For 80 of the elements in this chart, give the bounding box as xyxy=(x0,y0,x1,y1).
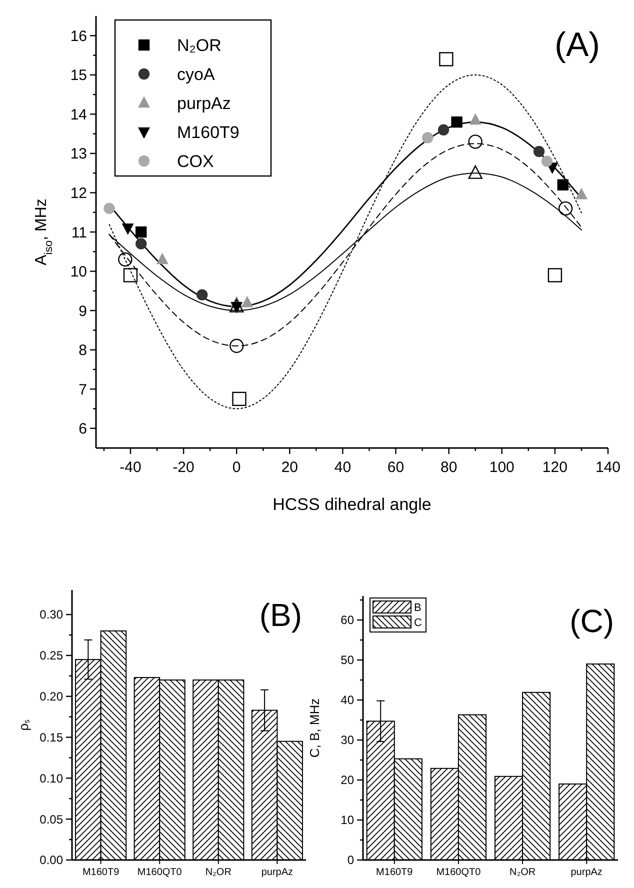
chart-title: (A) xyxy=(554,26,600,64)
x-tick-label: purpAz xyxy=(261,867,294,878)
x-tick-label: 80 xyxy=(440,459,458,476)
y-tick-label: 0.05 xyxy=(40,812,64,826)
y-tick-label: 0.30 xyxy=(40,608,64,622)
point xyxy=(422,132,434,144)
point xyxy=(122,223,134,234)
x-tick-label: N₂OR xyxy=(509,867,536,878)
point xyxy=(156,253,168,264)
y-tick-label: 10 xyxy=(340,813,354,828)
y-tick-label: 0.25 xyxy=(40,648,64,663)
x-tick-label: 100 xyxy=(489,459,514,476)
point xyxy=(136,226,147,238)
point xyxy=(533,146,545,158)
y-tick-label: 0.00 xyxy=(40,853,64,868)
x-tick-label: M160QT0 xyxy=(137,867,182,878)
point xyxy=(196,289,208,300)
point xyxy=(439,52,454,66)
point xyxy=(558,201,573,216)
y-tick-label: 30 xyxy=(340,733,354,748)
y-tick-label: 11 xyxy=(71,224,87,242)
legend-label: B xyxy=(414,602,422,614)
y-tick-label: 8 xyxy=(78,342,87,360)
x-tick-label: -20 xyxy=(172,459,194,476)
point xyxy=(468,165,482,179)
point xyxy=(468,134,482,149)
point xyxy=(470,114,481,125)
y-tick-label: 0 xyxy=(347,853,354,868)
point xyxy=(232,392,246,406)
x-axis-title: HCSS dihedral angle xyxy=(272,495,432,514)
y-axis-title: ρₛ xyxy=(16,719,31,731)
point xyxy=(541,156,553,167)
x-tick-label: purpAz xyxy=(570,867,602,878)
y-tick-label: 16 xyxy=(70,28,87,45)
legend-label: purpAz xyxy=(177,94,231,113)
y-tick-label: 0.15 xyxy=(40,730,64,744)
y-tick-label: 50 xyxy=(340,653,354,668)
y-tick-label: 12 xyxy=(70,184,87,202)
y-tick-label: 60 xyxy=(340,613,354,628)
x-tick-label: 20 xyxy=(281,459,298,476)
legend-label: C xyxy=(414,616,422,629)
chart-title: (B) xyxy=(259,597,302,633)
y-axis-title: C, B, MHz xyxy=(307,698,322,758)
y-tick-label: 10 xyxy=(70,264,87,281)
legend-label: cyoA xyxy=(177,64,216,84)
x-tick-label: -40 xyxy=(120,459,142,476)
x-tick-label: M160T9 xyxy=(376,867,414,878)
point xyxy=(104,202,115,214)
x-tick-label: 120 xyxy=(542,459,568,476)
y-tick-label: 7 xyxy=(78,381,87,398)
x-tick-label: 60 xyxy=(387,459,404,476)
point xyxy=(557,179,568,190)
y-tick-label: 15 xyxy=(70,67,87,84)
point xyxy=(118,252,132,267)
point xyxy=(438,124,450,136)
point xyxy=(230,338,244,353)
x-tick-label: N₂OR xyxy=(205,867,232,878)
point xyxy=(136,238,147,250)
y-tick-label: 6 xyxy=(78,420,87,438)
y-tick-label: 13 xyxy=(70,146,87,163)
legend-label: M160T9 xyxy=(177,122,240,142)
y-tick-label: 0.10 xyxy=(40,771,64,786)
y-tick-label: 9 xyxy=(78,302,87,320)
point xyxy=(230,298,244,312)
y-tick-label: 40 xyxy=(340,693,354,708)
y-tick-label: 14 xyxy=(70,106,87,124)
point xyxy=(242,296,253,308)
legend-label: N₂OR xyxy=(177,36,222,55)
x-tick-label: 140 xyxy=(595,459,621,476)
point xyxy=(548,268,562,282)
x-tick-label: M160QT0 xyxy=(436,867,482,878)
x-tick-label: M160T9 xyxy=(82,867,120,878)
point xyxy=(123,268,138,282)
chart-title: (C) xyxy=(570,603,614,639)
y-tick-label: 20 xyxy=(340,773,354,788)
x-tick-label: 0 xyxy=(232,459,241,476)
legend-label: COX xyxy=(177,152,214,171)
point xyxy=(451,116,462,128)
point xyxy=(576,188,588,200)
y-tick-label: 0.20 xyxy=(40,690,64,704)
